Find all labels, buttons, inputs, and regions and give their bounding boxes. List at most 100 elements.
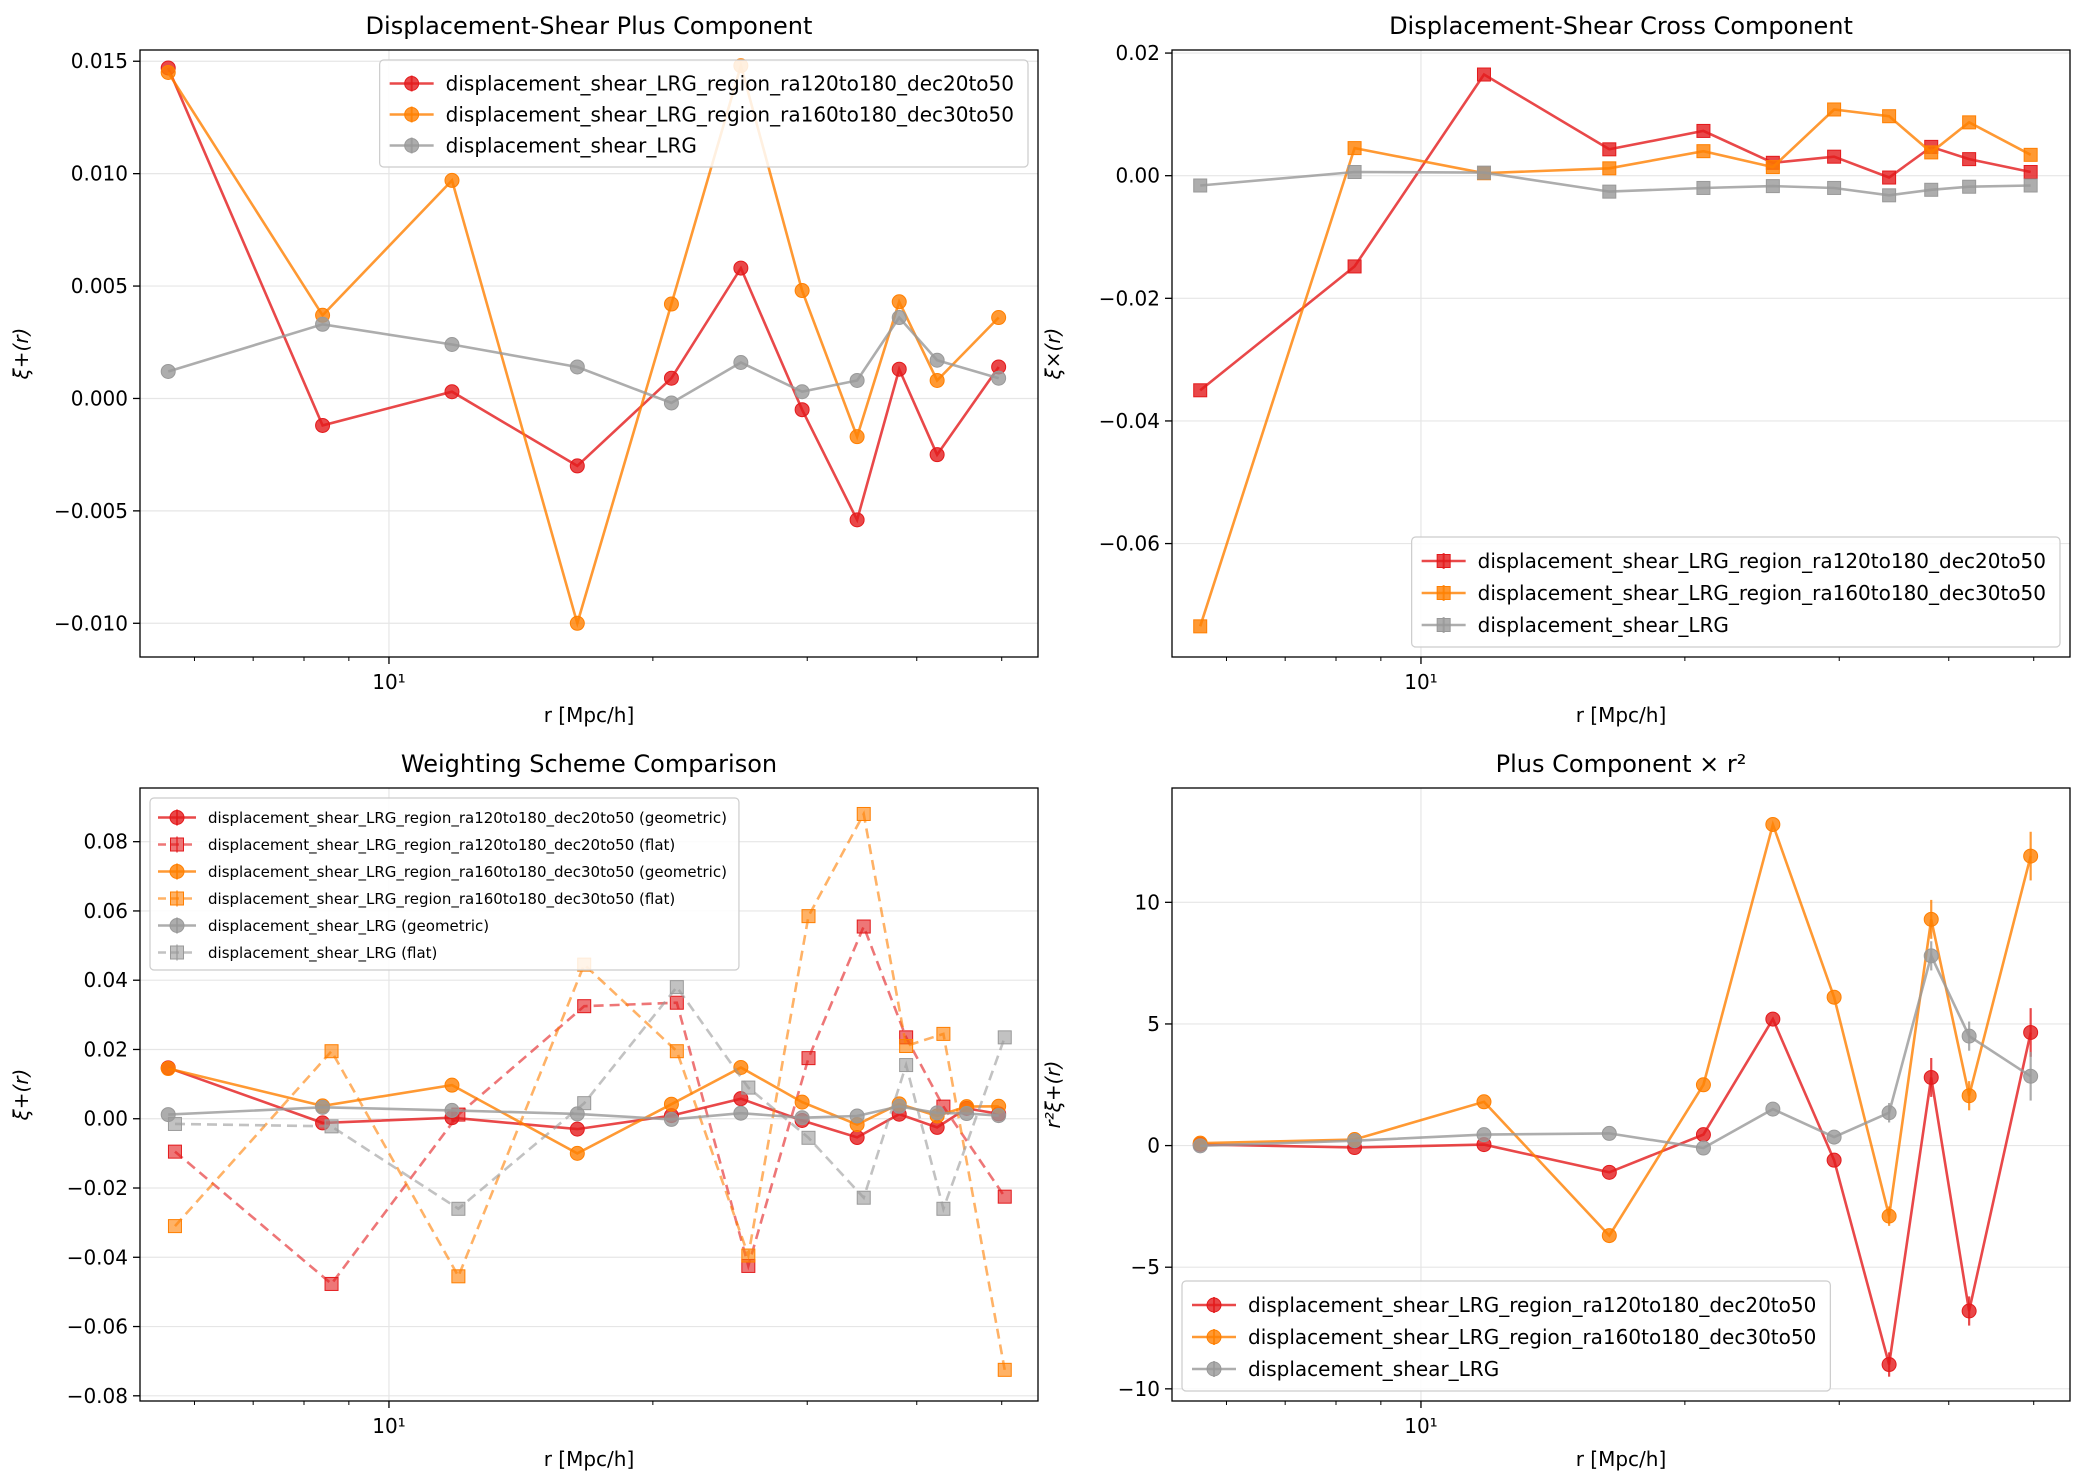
series-weighting-3 — [167, 806, 1012, 1377]
data-point — [891, 294, 907, 310]
data-point — [2023, 1024, 2039, 1040]
series-line — [1200, 952, 2032, 1150]
data-point — [929, 447, 945, 463]
data-point — [1923, 1069, 1939, 1085]
y-tick-label: 0.08 — [83, 830, 128, 854]
data-point — [801, 1051, 816, 1066]
plot-area — [1192, 816, 2039, 1377]
y-axis-label: ξ×(r) — [1041, 328, 1065, 381]
data-point — [1765, 179, 1780, 194]
legend-box — [379, 59, 1029, 168]
y-tick-label: −0.04 — [1099, 409, 1160, 433]
data-point — [856, 919, 871, 934]
data-point — [1601, 1228, 1617, 1244]
series-weighting-4 — [160, 1098, 1007, 1127]
data-point — [1923, 948, 1939, 964]
legend-item: displacement_shear_LRG (flat) — [158, 944, 437, 963]
x-axis-label: r [Mpc/h] — [544, 1447, 635, 1471]
data-point — [577, 999, 592, 1014]
legend-item: displacement_shear_LRG_region_ra120to180… — [158, 809, 727, 828]
data-point — [1826, 1152, 1842, 1168]
data-point — [669, 995, 684, 1010]
data-point — [315, 316, 331, 332]
data-point — [741, 1248, 756, 1263]
series-line — [1199, 72, 2031, 392]
data-point — [1476, 67, 1491, 82]
data-point — [936, 1201, 951, 1216]
data-point — [1696, 180, 1711, 195]
data-point — [1826, 1129, 1842, 1145]
data-point — [1827, 180, 1842, 195]
y-tick-label: −10 — [1118, 1377, 1160, 1401]
data-point — [849, 429, 865, 445]
data-point — [1696, 144, 1711, 159]
legend-item: displacement_shear_LRG_region_ra120to180… — [158, 836, 675, 855]
series-r2-2 — [1192, 941, 2039, 1156]
legend-marker — [1206, 1297, 1222, 1313]
y-tick-label: −0.04 — [67, 1245, 128, 1269]
chart-title: Displacement-Shear Cross Component — [1389, 12, 1853, 40]
data-point — [1923, 911, 1939, 927]
data-point — [997, 1030, 1012, 1045]
chart-plus: −0.010 −0.005 0.000 0.005 0.010 0.015 10¹ Displ… — [9, 12, 1039, 727]
legend-marker — [404, 138, 420, 153]
x-tick-label: 10¹ — [372, 670, 405, 694]
legend-label: displacement_shear_LRG_region_ra120to180… — [1478, 549, 2046, 573]
axes-frame — [1171, 787, 2071, 1402]
axes-frame — [1171, 49, 2071, 658]
legend-item: displacement_shear_LRG_region_ra120to180… — [1421, 549, 2046, 573]
y-tick-label: 0.015 — [71, 49, 128, 73]
data-point — [315, 1099, 331, 1115]
legend-marker — [169, 810, 185, 825]
data-point — [1882, 109, 1897, 124]
data-point — [1476, 165, 1491, 180]
data-point — [669, 980, 684, 995]
data-point — [451, 1201, 466, 1216]
data-point — [1961, 1088, 1977, 1104]
data-point — [1695, 1140, 1711, 1156]
y-tick-label: 0.02 — [83, 1037, 128, 1061]
series-weighting-5 — [167, 980, 1012, 1216]
data-point — [1881, 1208, 1897, 1224]
data-point — [1882, 170, 1897, 185]
y-tick-label: 0.02 — [1115, 41, 1160, 65]
legend-marker — [404, 107, 420, 122]
y-axis-label: ξ+(r) — [9, 328, 33, 381]
data-point — [936, 1026, 951, 1041]
data-point — [849, 1108, 865, 1124]
data-point — [1765, 816, 1781, 832]
y-axis-label: ξ+(r) — [9, 1069, 33, 1122]
y-tick-label: 10 — [1135, 890, 1160, 914]
legend-box — [1181, 1280, 1831, 1392]
data-point — [794, 1094, 810, 1110]
legend-label: displacement_shear_LRG (flat) — [208, 944, 437, 963]
data-point — [1347, 1133, 1363, 1149]
data-point — [794, 1110, 810, 1126]
data-point — [1882, 188, 1897, 203]
legend-item: displacement_shear_LRG_region_ra160to180… — [389, 103, 1014, 127]
legend-marker — [170, 837, 184, 852]
y-tick-label: −0.08 — [67, 1384, 128, 1408]
data-point — [663, 370, 679, 386]
data-point — [856, 806, 871, 821]
legend-label: displacement_shear_LRG_region_ra120to180… — [1248, 1293, 1816, 1317]
data-point — [1193, 178, 1208, 193]
y-tick-label: 0.00 — [83, 1107, 128, 1131]
legend-item: displacement_shear_LRG — [389, 134, 697, 158]
data-point — [663, 1111, 679, 1127]
legend-label: displacement_shear_LRG_region_ra120to180… — [208, 809, 727, 828]
data-point — [849, 372, 865, 388]
y-tick-label: 0.04 — [83, 968, 128, 992]
legend-marker — [1436, 554, 1451, 568]
data-point — [1695, 1127, 1711, 1143]
series-plus-0 — [160, 60, 1007, 528]
legend-label: displacement_shear_LRG — [446, 134, 697, 158]
data-point — [1347, 259, 1362, 274]
y-tick-label: 0.000 — [71, 386, 128, 410]
data-point — [663, 1096, 679, 1112]
plot-area — [160, 806, 1012, 1377]
legend: displacement_shear_LRG_region_ra120to180… — [1411, 536, 2061, 648]
y-tick-label: 0.010 — [71, 162, 128, 186]
data-point — [891, 310, 907, 326]
